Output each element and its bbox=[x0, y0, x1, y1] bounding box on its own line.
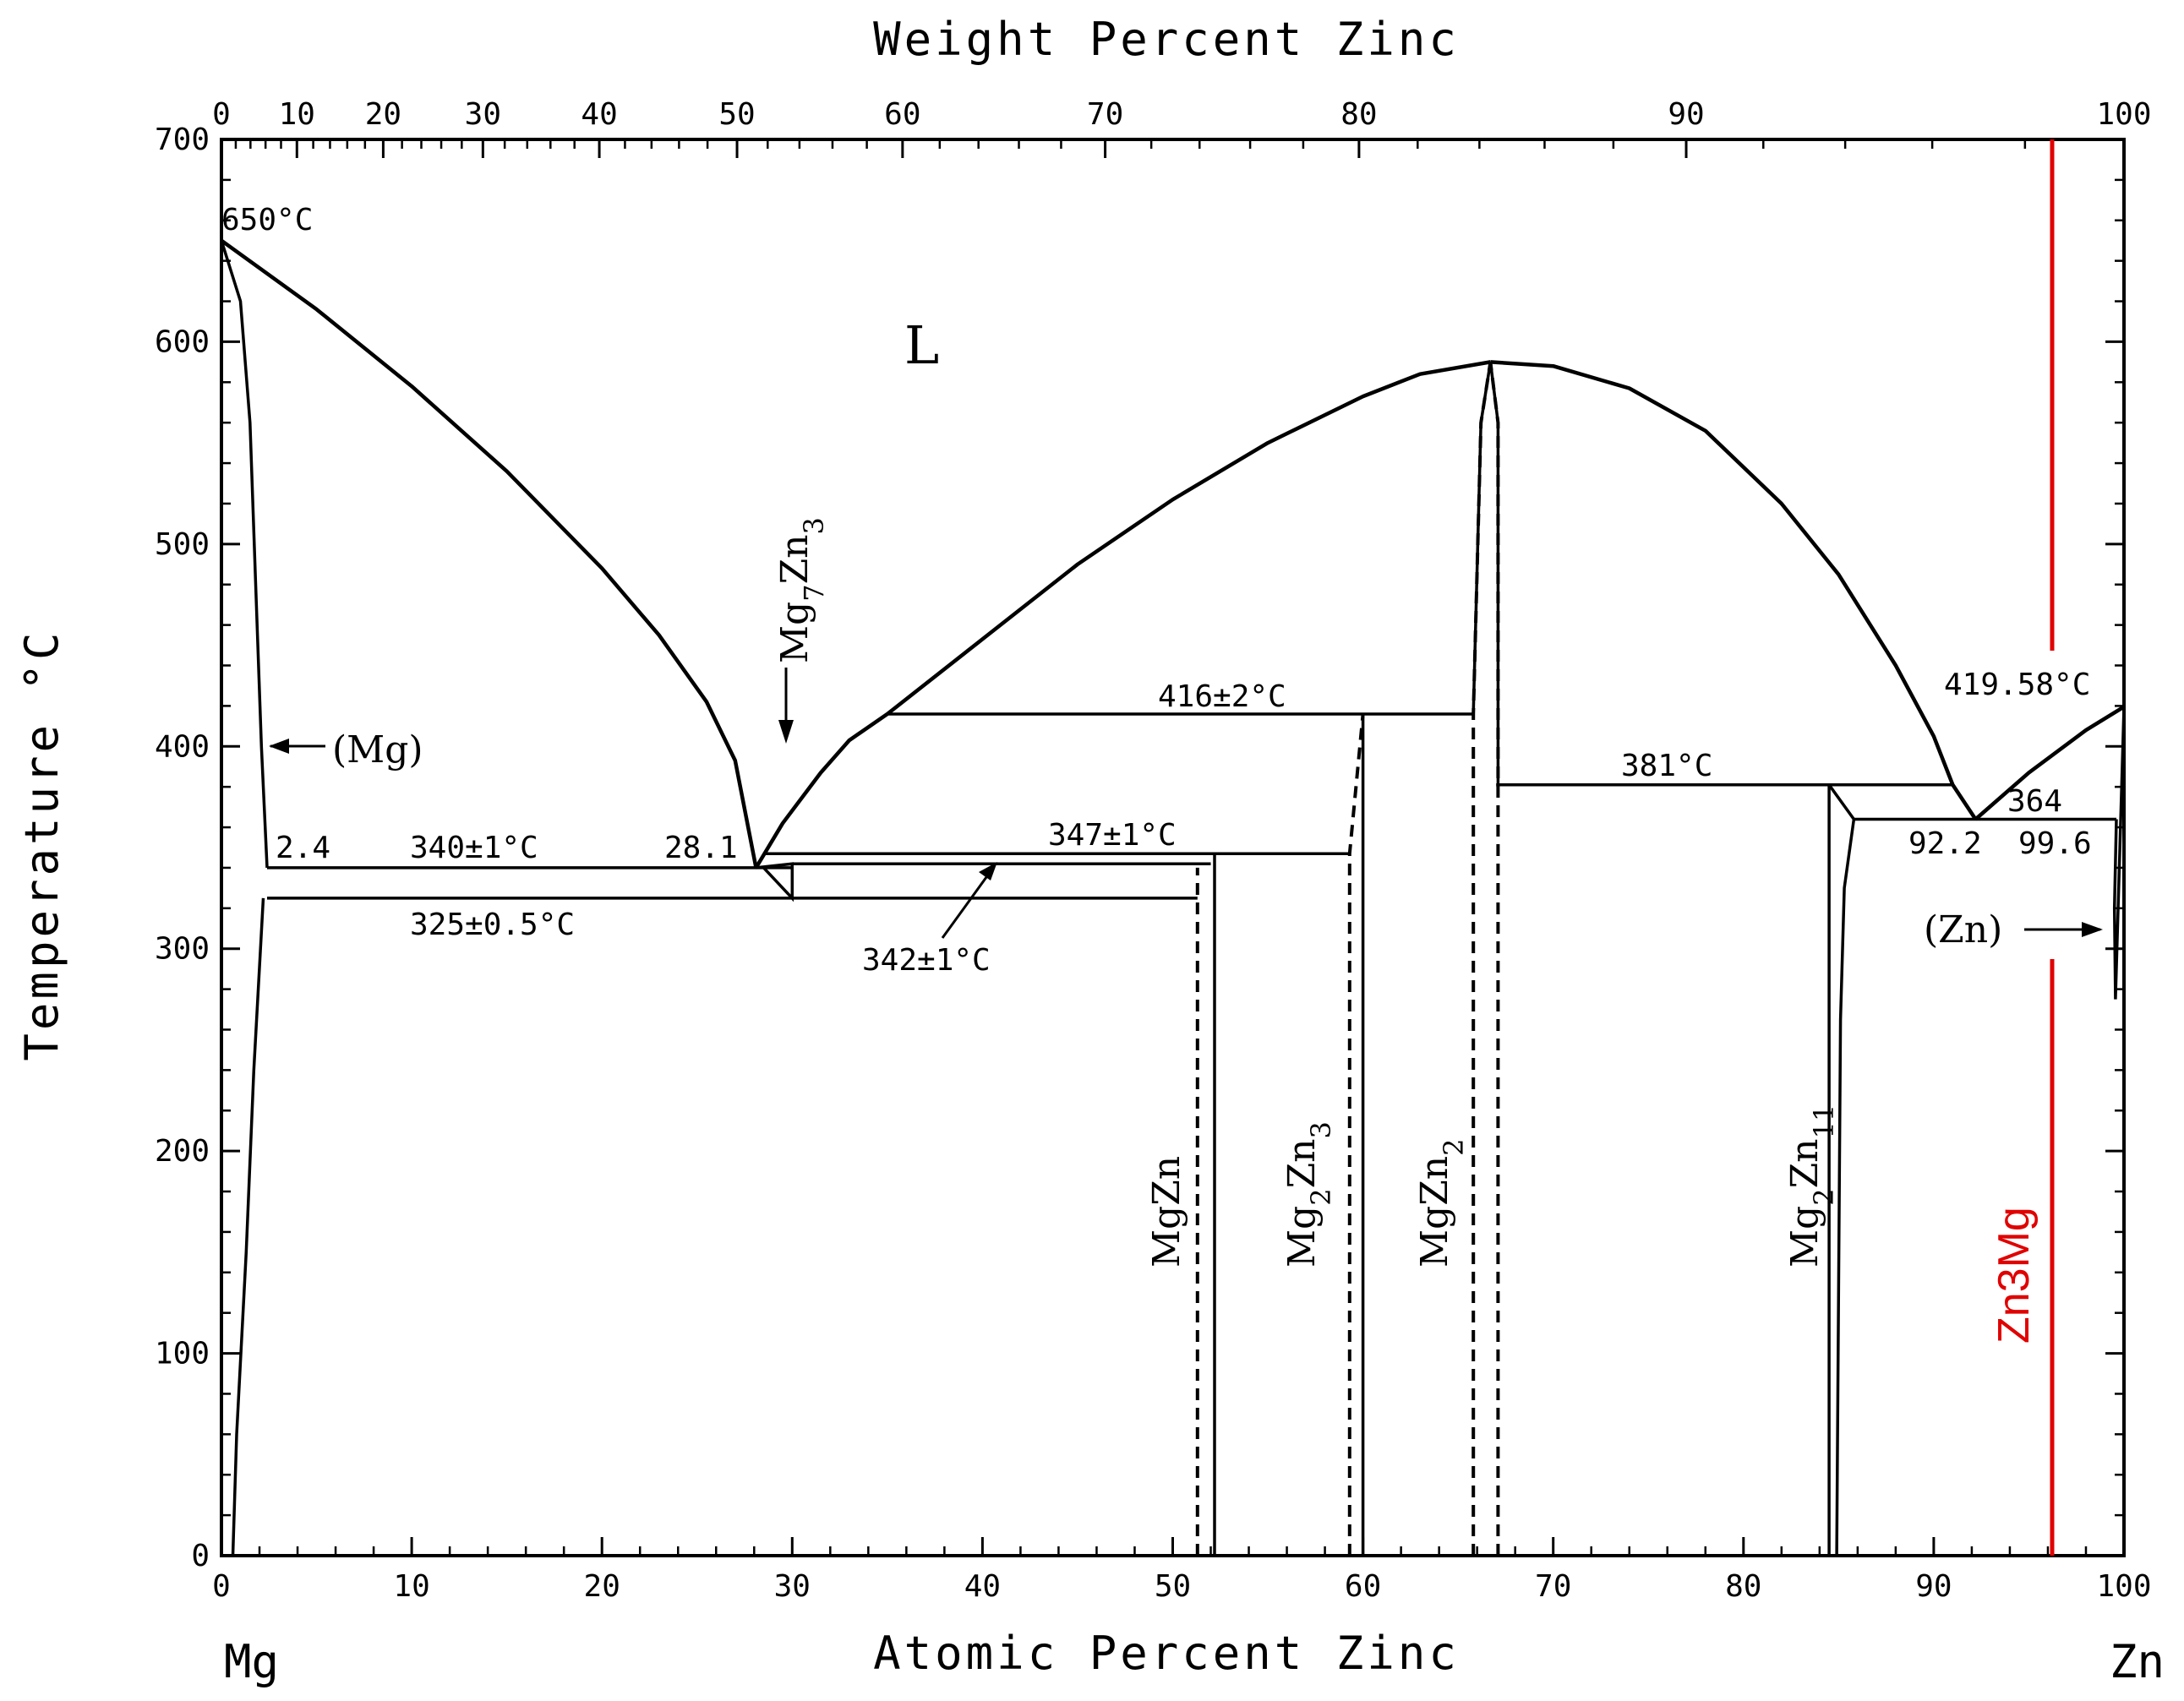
element-right-label: Zn bbox=[2110, 1635, 2165, 1688]
line-mg2zn3-dashed bbox=[1347, 713, 1365, 1556]
y-tick-label: 300 bbox=[155, 932, 210, 967]
line-liquidus-zn-side bbox=[1974, 705, 2126, 821]
y-axis-title: Temperature °C bbox=[15, 629, 68, 1060]
bottom-tick-label: 30 bbox=[774, 1569, 811, 1604]
mgzn-label: MgZn bbox=[1145, 1156, 1188, 1268]
bottom-tick-label: 60 bbox=[1345, 1569, 1381, 1604]
temp-label-325: 325±0.5°C bbox=[410, 908, 575, 942]
line-solidus-mg bbox=[220, 240, 269, 868]
line-zn-solvus bbox=[2112, 706, 2126, 1000]
comp-label-2-4: 2.4 bbox=[276, 831, 330, 865]
line-liquidus-mg-side bbox=[220, 238, 758, 869]
line-mgzn2-peak bbox=[1471, 362, 1500, 785]
bottom-tick-label: 50 bbox=[1155, 1569, 1191, 1604]
comp-label-99-6: 99.6 bbox=[2018, 826, 2092, 861]
y-tick-label: 500 bbox=[155, 527, 210, 562]
y-tick-label: 600 bbox=[155, 324, 210, 359]
bottom-tick-label: 10 bbox=[393, 1569, 429, 1604]
temp-label-364: 364 bbox=[2007, 784, 2062, 819]
temp-label-347: 347±1°C bbox=[1048, 818, 1177, 853]
comp-label-28-1: 28.1 bbox=[664, 831, 738, 865]
mg7zn3-label: Mg7Zn3 bbox=[773, 517, 830, 663]
y-tick-label: 0 bbox=[191, 1539, 210, 1573]
top-tick-label: 80 bbox=[1340, 97, 1377, 132]
comp-label-92-2: 92.2 bbox=[1908, 826, 1982, 861]
line-liquidus-mg7zn3 bbox=[754, 712, 889, 870]
top-tick-label: 60 bbox=[884, 97, 920, 132]
axis-tick-labels: 0 10 20 30 40 50 60 70 80 90 100 0 10 20 30 40 50 60 70 80 9… bbox=[155, 97, 2152, 1604]
bottom-tick-label: 100 bbox=[2096, 1569, 2151, 1604]
bottom-tick-label: 90 bbox=[1915, 1569, 1952, 1604]
annotation-arrows bbox=[269, 668, 2103, 939]
temp-label-416: 416±2°C bbox=[1158, 679, 1286, 714]
top-tick-label: 0 bbox=[212, 97, 231, 132]
line-solvus-mg bbox=[231, 897, 265, 1557]
top-tick-label: 10 bbox=[279, 97, 315, 132]
top-tick-label: 30 bbox=[465, 97, 501, 132]
mg-solution-label: (Mg) bbox=[332, 728, 423, 771]
line-liquidus-mgzn2-right bbox=[1490, 360, 1978, 821]
bottom-tick-label: 70 bbox=[1535, 1569, 1571, 1604]
mg2zn11-label: Mg2Zn11 bbox=[1783, 1104, 1840, 1268]
temp-label-381: 381°C bbox=[1621, 749, 1712, 783]
y-tick-label: 100 bbox=[155, 1337, 210, 1371]
liquid-phase-label: L bbox=[904, 314, 939, 376]
bottom-tick-label: 0 bbox=[212, 1569, 231, 1604]
temp-label-650: 650°C bbox=[221, 203, 313, 237]
zn-solution-label: (Zn) bbox=[1924, 908, 2002, 951]
top-tick-label: 100 bbox=[2096, 97, 2151, 132]
zn3mg-label: Zn3Mg bbox=[1990, 1207, 2039, 1344]
bottom-tick-label: 40 bbox=[964, 1569, 1001, 1604]
arrowhead-zn-solution bbox=[2082, 922, 2103, 937]
temp-label-340: 340±1°C bbox=[410, 831, 538, 865]
element-left-label: Mg bbox=[224, 1635, 279, 1688]
arrowhead-342 bbox=[979, 862, 997, 880]
temp-label-419: 419.58°C bbox=[1944, 668, 2090, 702]
y-tick-label: 200 bbox=[155, 1134, 210, 1169]
arrow-342 bbox=[941, 867, 995, 939]
bottom-axis-title: Atomic Percent Zinc bbox=[873, 1627, 1460, 1680]
line-mg2zn11-right bbox=[1827, 783, 1856, 1557]
top-tick-label: 70 bbox=[1087, 97, 1123, 132]
bottom-tick-label: 20 bbox=[584, 1569, 620, 1604]
y-tick-label: 700 bbox=[155, 123, 210, 157]
line-mgzn2-left bbox=[1471, 362, 1493, 1556]
arrowhead-mg7zn3 bbox=[778, 720, 794, 744]
top-tick-label: 20 bbox=[365, 97, 401, 132]
bottom-tick-label: 80 bbox=[1725, 1569, 1761, 1604]
line-mg7zn3-triangle bbox=[756, 862, 794, 902]
axis-ticks bbox=[220, 138, 2126, 1557]
top-tick-label: 50 bbox=[718, 97, 755, 132]
y-tick-label: 400 bbox=[155, 729, 210, 764]
top-axis-title: Weight Percent Zinc bbox=[873, 13, 1460, 66]
top-tick-label: 40 bbox=[581, 97, 617, 132]
mgzn2-label: MgZn2 bbox=[1413, 1139, 1470, 1268]
phase-boundaries bbox=[220, 238, 2126, 1557]
line-liquidus-mgzn2-left bbox=[886, 360, 1491, 716]
arrowhead-mg-solution bbox=[269, 739, 289, 754]
top-tick-label: 90 bbox=[1668, 97, 1704, 132]
temp-label-342: 342±1°C bbox=[862, 943, 991, 978]
mg2zn3-label: Mg2Zn3 bbox=[1280, 1121, 1337, 1268]
